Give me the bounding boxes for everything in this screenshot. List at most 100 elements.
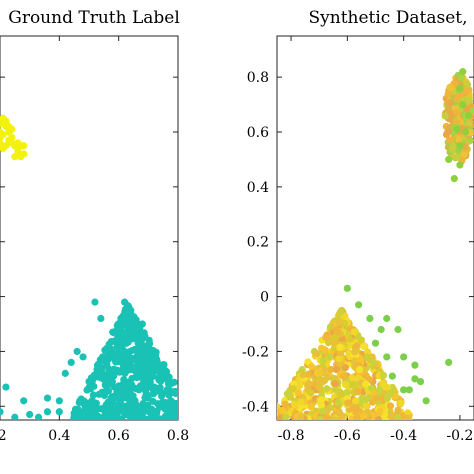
data-point <box>128 408 136 416</box>
data-point <box>43 408 52 416</box>
data-point <box>355 301 363 309</box>
data-point <box>159 399 168 408</box>
data-point <box>295 376 303 384</box>
data-point <box>34 413 43 420</box>
data-point <box>179 400 186 407</box>
data-point <box>372 394 380 403</box>
data-point <box>459 68 467 76</box>
data-point <box>329 416 337 420</box>
data-point <box>174 408 178 416</box>
data-point <box>43 394 52 402</box>
data-point <box>0 114 7 122</box>
data-point <box>122 350 130 358</box>
data-point <box>113 388 121 396</box>
data-point <box>55 408 63 416</box>
data-point <box>182 414 189 421</box>
data-point <box>353 414 361 420</box>
x-tick-label: -0.4 <box>390 428 417 444</box>
data-point <box>369 359 378 367</box>
data-point <box>118 367 126 376</box>
data-point <box>144 416 152 420</box>
data-point <box>105 403 113 411</box>
data-point <box>356 365 364 374</box>
data-point <box>145 408 153 416</box>
data-point <box>335 355 343 363</box>
data-point <box>134 348 142 356</box>
data-point <box>91 298 99 306</box>
data-point <box>94 373 103 381</box>
data-point <box>121 402 129 410</box>
x-tick-label: -0.6 <box>334 428 361 444</box>
data-point <box>55 397 63 405</box>
data-point <box>453 109 461 117</box>
data-point <box>94 412 102 420</box>
data-point <box>131 396 139 405</box>
data-point <box>145 376 154 385</box>
data-point <box>88 416 97 420</box>
data-point <box>351 397 360 405</box>
data-point <box>456 84 464 92</box>
data-point <box>20 397 28 405</box>
data-point <box>343 284 351 292</box>
data-point <box>142 384 150 393</box>
data-point <box>352 404 360 412</box>
data-point <box>327 365 335 374</box>
data-point <box>125 378 133 386</box>
data-point <box>362 380 370 388</box>
data-point <box>11 153 19 161</box>
data-point <box>128 354 136 362</box>
data-point <box>144 362 152 370</box>
data-point <box>14 139 22 147</box>
data-point <box>350 328 359 336</box>
data-point <box>315 376 324 384</box>
data-point <box>445 136 454 144</box>
data-point <box>449 142 457 151</box>
data-point <box>80 397 88 405</box>
data-point <box>277 411 279 417</box>
data-point <box>456 142 464 150</box>
data-point <box>127 415 135 420</box>
data-point <box>109 328 117 336</box>
data-point <box>20 142 28 150</box>
data-point <box>295 382 304 390</box>
data-point <box>446 99 454 107</box>
data-point <box>298 365 306 374</box>
data-point <box>446 83 454 92</box>
data-point <box>307 403 315 411</box>
data-point <box>336 343 344 352</box>
y-tick-label: -0.2 <box>242 344 269 360</box>
data-point <box>103 361 111 369</box>
data-point <box>115 336 123 345</box>
data-point <box>294 388 303 397</box>
data-point <box>336 391 344 399</box>
data-point <box>109 393 117 401</box>
data-point <box>103 353 112 361</box>
data-point <box>185 407 192 414</box>
data-point <box>177 412 178 414</box>
data-point <box>185 416 192 423</box>
data-point <box>335 407 343 415</box>
data-point <box>404 414 413 420</box>
data-point <box>89 391 97 399</box>
data-point <box>340 319 349 327</box>
data-point <box>376 407 384 416</box>
data-point <box>281 400 289 408</box>
data-point <box>0 139 4 147</box>
data-point <box>82 414 90 420</box>
data-point <box>0 408 4 416</box>
data-point <box>101 408 109 417</box>
data-point <box>103 379 111 387</box>
data-point <box>422 397 430 405</box>
data-point <box>2 383 10 391</box>
x-tick-label: -0.8 <box>278 428 305 444</box>
data-point <box>411 375 419 383</box>
data-point <box>323 385 331 393</box>
data-point <box>120 408 128 417</box>
data-point <box>461 128 470 136</box>
data-point <box>97 314 105 323</box>
data-point <box>282 413 290 420</box>
x-tick-label: 0.4 <box>48 428 70 444</box>
data-point <box>453 125 461 133</box>
data-point <box>113 322 121 330</box>
data-point <box>154 387 162 395</box>
